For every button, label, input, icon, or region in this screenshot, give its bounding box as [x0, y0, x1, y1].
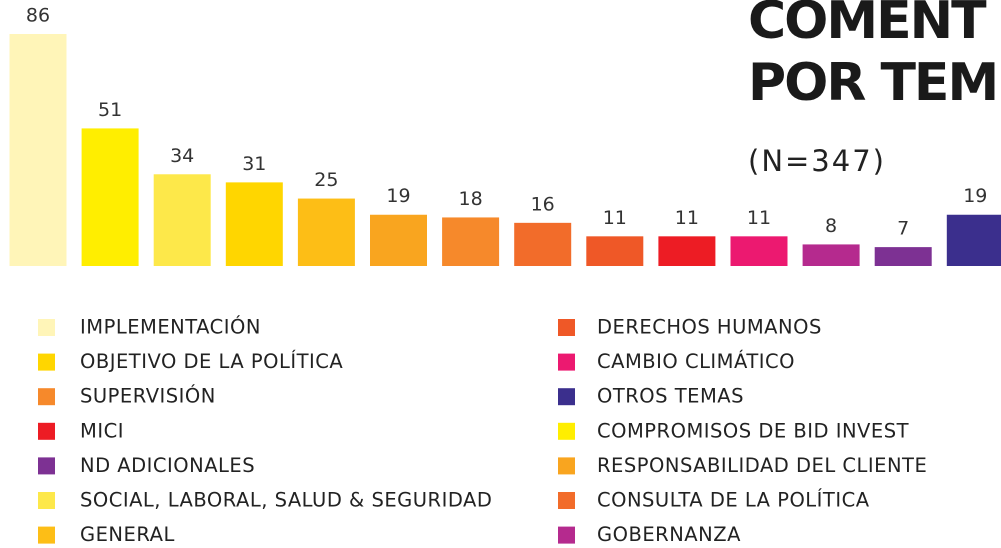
legend-marker	[38, 422, 55, 440]
value-label: 8	[825, 215, 837, 237]
legend-label: CAMBIO CLIMÁTICO	[597, 350, 795, 373]
value-label: 34	[170, 145, 194, 167]
bar	[514, 222, 572, 266]
legend-marker	[38, 457, 55, 475]
legend-marker	[38, 388, 55, 406]
legend-marker	[558, 457, 575, 475]
value-label: 86	[26, 5, 50, 27]
legend-label: SUPERVISIÓN	[80, 384, 216, 408]
legend-marker	[38, 526, 55, 544]
chart-title: POR TEM	[748, 53, 997, 113]
bar	[81, 128, 139, 266]
bar	[153, 174, 211, 266]
bar	[297, 198, 355, 266]
legend-marker	[558, 319, 575, 336]
bar	[802, 244, 860, 266]
bar	[946, 214, 1001, 266]
value-label: 31	[242, 153, 266, 175]
value-label: 11	[675, 207, 699, 229]
legend-label: MICI	[80, 419, 124, 442]
value-label: 51	[98, 99, 122, 121]
bar	[225, 182, 283, 266]
chart-title: COMENT	[748, 0, 987, 51]
value-label: 11	[747, 207, 771, 229]
legend-label: DERECHOS HUMANOS	[597, 316, 822, 339]
chart-subtitle: (N=347)	[748, 144, 886, 178]
bar	[730, 236, 788, 266]
legend-marker	[38, 319, 55, 336]
legend-marker	[558, 422, 575, 440]
legend-marker	[38, 353, 55, 371]
legend-label: GOBERNANZA	[597, 523, 741, 546]
legend-label: OTROS TEMAS	[597, 385, 744, 408]
legend-marker	[38, 492, 55, 509]
bar	[874, 247, 932, 266]
bar	[442, 217, 500, 266]
bar	[9, 34, 67, 266]
value-label: 25	[314, 169, 338, 191]
legend-label: OBJETIVO DE LA POLÍTICA	[80, 350, 343, 373]
legend-marker	[558, 526, 575, 544]
value-label: 7	[897, 218, 909, 240]
legend-label: ND ADICIONALES	[80, 454, 255, 477]
legend-label: RESPONSABILIDAD DEL CLIENTE	[597, 454, 927, 477]
value-label: 16	[531, 193, 555, 215]
legend-label: GENERAL	[80, 523, 175, 546]
legend-marker	[558, 492, 575, 509]
legend-label: IMPLEMENTACIÓN	[80, 315, 261, 339]
legend-marker	[558, 388, 575, 406]
value-label: 19	[963, 185, 987, 207]
bar	[370, 214, 427, 266]
bar	[658, 236, 716, 266]
value-label: 19	[386, 185, 410, 207]
value-label: 11	[603, 207, 627, 229]
legend-label: COMPROMISOS DE BID INVEST	[597, 419, 909, 442]
legend-marker	[558, 353, 575, 371]
bar	[586, 236, 644, 266]
value-label: 18	[459, 188, 483, 210]
legend-label: CONSULTA DE LA POLÍTICA	[597, 489, 870, 512]
legend-label: SOCIAL, LABORAL, SALUD & SEGURIDAD	[80, 489, 492, 512]
